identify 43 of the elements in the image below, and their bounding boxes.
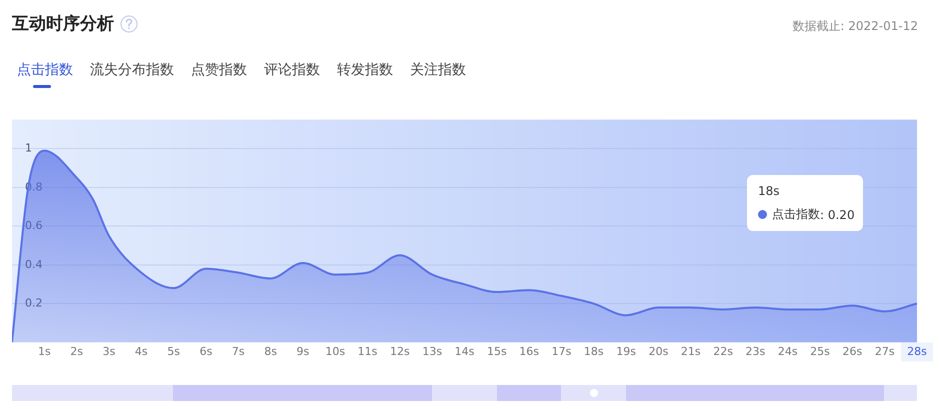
y-tick-label: 0.2 (25, 296, 42, 310)
text: 点赞指数 (191, 61, 247, 79)
y-tick-label: 1 (25, 142, 32, 155)
x-tick-label: 4s (134, 344, 148, 358)
x-tick-label: 8s (264, 344, 278, 358)
legend-label: 点击指数 (772, 206, 820, 223)
x-tick-label: 14s (454, 344, 475, 358)
chart-title: 互动时序分析 (12, 13, 114, 35)
x-tick-label: 19s (616, 344, 636, 358)
x-tick-label: 12s (390, 344, 410, 358)
text: 关注指数 (410, 61, 466, 79)
text: 数据截止: 2022-01-12 (792, 18, 918, 35)
x-tick-label: 27s (874, 344, 895, 358)
x-tick-label: 16s (519, 344, 540, 358)
x-tick-label: 9s (296, 344, 310, 358)
x-tick-label: 13s (422, 344, 442, 358)
x-tick-label: 1s (38, 344, 51, 358)
text: 流失分布指数 (90, 61, 174, 79)
text: 评论指数 (264, 61, 320, 79)
x-tick-label: 11s (358, 344, 378, 358)
annotation: : 0.20 (820, 208, 855, 222)
x-tick-label: 17s (552, 344, 572, 358)
y-tick-label: 0.6 (25, 219, 42, 232)
x-tick-label: 25s (810, 344, 830, 358)
x-tick-label: 3s (102, 344, 116, 358)
x-tick-label: 23s (746, 344, 766, 358)
x-tick-label: 20s (648, 344, 669, 358)
y-tick-label: 0.4 (25, 258, 42, 271)
x-tick-label: 22s (713, 344, 734, 358)
x-tick-label: 5s (167, 344, 180, 358)
x-tick-label: 24s (778, 344, 798, 358)
text: 转发指数 (337, 61, 393, 79)
x-tick-label: 18s (584, 344, 604, 358)
x-tick-label: 10s (325, 344, 346, 358)
x-tick-label: 7s (232, 344, 245, 358)
x-tick-label: 2s (70, 344, 84, 358)
x-tick-label: 6s (200, 344, 213, 358)
text: 点击指数 (17, 61, 73, 79)
annotation: 18s (758, 184, 780, 198)
x-tick-label: 28s (907, 344, 928, 358)
x-tick-label: 21s (680, 344, 701, 358)
x-tick-label: 15s (486, 344, 507, 358)
x-tick-label: 26s (842, 344, 862, 358)
